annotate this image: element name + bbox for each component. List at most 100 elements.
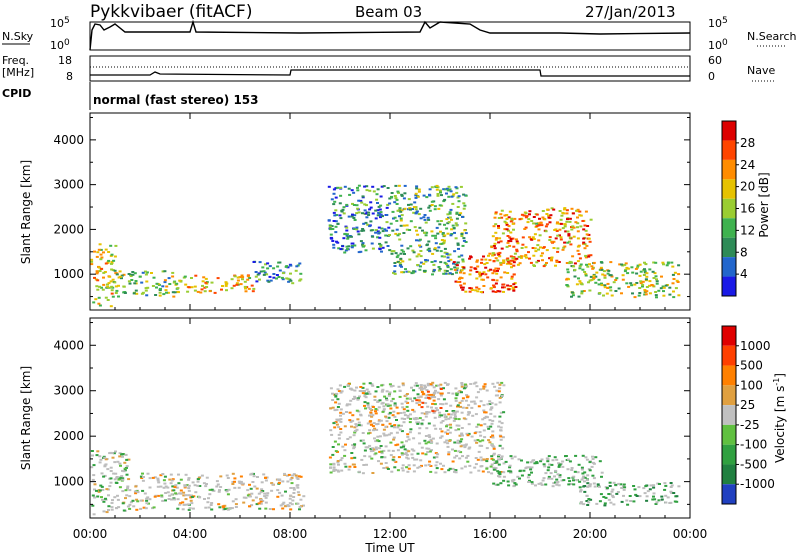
scatter-cell [386, 468, 390, 470]
scatter-cell [461, 455, 464, 458]
scatter-cell [465, 394, 469, 397]
scatter-cell [457, 255, 461, 258]
scatter-cell [278, 269, 282, 272]
scatter-cell [379, 204, 383, 207]
scatter-cell [445, 439, 449, 442]
scatter-cell [346, 248, 349, 251]
scatter-cell [135, 292, 139, 295]
scatter-cell [264, 263, 267, 266]
scatter-cell [380, 227, 384, 230]
scatter-cell [443, 381, 447, 384]
scatter-cell [257, 272, 261, 275]
scatter-cell [672, 492, 676, 494]
scatter-cell [507, 225, 511, 228]
scatter-cell [129, 275, 133, 277]
scatter-cell [582, 237, 586, 240]
scatter-cell [445, 192, 448, 195]
scatter-cell [461, 260, 465, 263]
scatter-cell [496, 259, 500, 262]
scatter-cell [446, 222, 450, 225]
scatter-cell [356, 230, 360, 233]
scatter-cell [438, 411, 442, 414]
scatter-cell [435, 384, 439, 387]
scatter-cell [337, 463, 340, 466]
scatter-cell [456, 281, 460, 283]
scatter-cell [429, 383, 433, 386]
scatter-cell [532, 222, 536, 225]
scatter-cell [198, 485, 202, 487]
scatter-cell [176, 287, 180, 290]
scatter-cell [107, 286, 111, 289]
scatter-cell [250, 472, 254, 475]
scatter-cell [264, 496, 268, 499]
scatter-cell [492, 253, 496, 256]
scatter-cell [338, 384, 342, 387]
scatter-cell [121, 469, 124, 472]
scatter-cell [95, 285, 99, 288]
scatter-cell [388, 202, 392, 205]
scatter-cell [345, 226, 349, 229]
scatter-cell [169, 482, 173, 485]
scatter-cell [476, 391, 480, 394]
scatter-cell [398, 395, 402, 398]
scatter-cell [329, 429, 333, 432]
scatter-cell [190, 496, 194, 498]
scatter-cell [412, 437, 416, 440]
scatter-cell [414, 212, 418, 215]
scatter-cell [478, 272, 482, 275]
scatter-cell [91, 478, 95, 481]
scatter-cell [403, 453, 407, 455]
scatter-cell [495, 461, 499, 464]
y-tick-label: 1000 [53, 475, 84, 489]
scatter-cell [513, 482, 517, 485]
scatter-cell [533, 233, 537, 236]
scatter-cell [292, 496, 296, 498]
scatter-cell [642, 274, 646, 276]
scatter-cell [632, 500, 636, 503]
scatter-cell [361, 212, 364, 215]
scatter-cell [371, 185, 375, 188]
scatter-cell [439, 230, 442, 233]
scatter-cell [333, 409, 337, 412]
scatter-cell [369, 411, 373, 414]
scatter-cell [333, 200, 337, 203]
scatter-cell [354, 397, 358, 400]
scatter-cell [493, 247, 497, 250]
scatter-cell [354, 429, 358, 432]
scatter-cell [552, 247, 556, 249]
scatter-cell [658, 483, 661, 485]
scatter-cell [668, 293, 672, 296]
scatter-cell [374, 446, 378, 449]
scatter-cell [386, 187, 390, 189]
scatter-cell [431, 273, 434, 276]
scatter-cell [552, 208, 556, 211]
scatter-cell [131, 499, 135, 502]
scatter-cell [676, 281, 680, 283]
time-x-axis: 00:00 04:00 08:00 12:00 16:00 20:00 00:00 [73, 113, 707, 541]
scatter-cell [400, 244, 404, 247]
scatter-cell [462, 237, 466, 240]
scatter-cell [677, 264, 681, 267]
scatter-cell [118, 452, 122, 455]
scatter-cell [395, 406, 399, 409]
scatter-cell [484, 273, 488, 276]
scatter-cell [161, 473, 165, 475]
scatter-cell [116, 498, 120, 501]
scatter-cell [489, 408, 493, 411]
scatter-cell [166, 486, 170, 489]
scatter-cell [458, 280, 462, 283]
scatter-cell [353, 466, 357, 468]
scatter-cell [385, 434, 389, 437]
scatter-cell [164, 289, 168, 292]
scatter-cell [299, 272, 303, 275]
scatter-cell [167, 498, 171, 500]
scatter-cell [395, 431, 399, 434]
scatter-cell [243, 285, 247, 288]
scatter-cell [429, 470, 433, 473]
scatter-cell [605, 292, 609, 295]
scatter-cell [610, 275, 614, 278]
scatter-cell [364, 446, 368, 449]
scatter-cell [505, 245, 509, 248]
scatter-cell [97, 248, 101, 251]
scatter-cell [591, 474, 595, 477]
